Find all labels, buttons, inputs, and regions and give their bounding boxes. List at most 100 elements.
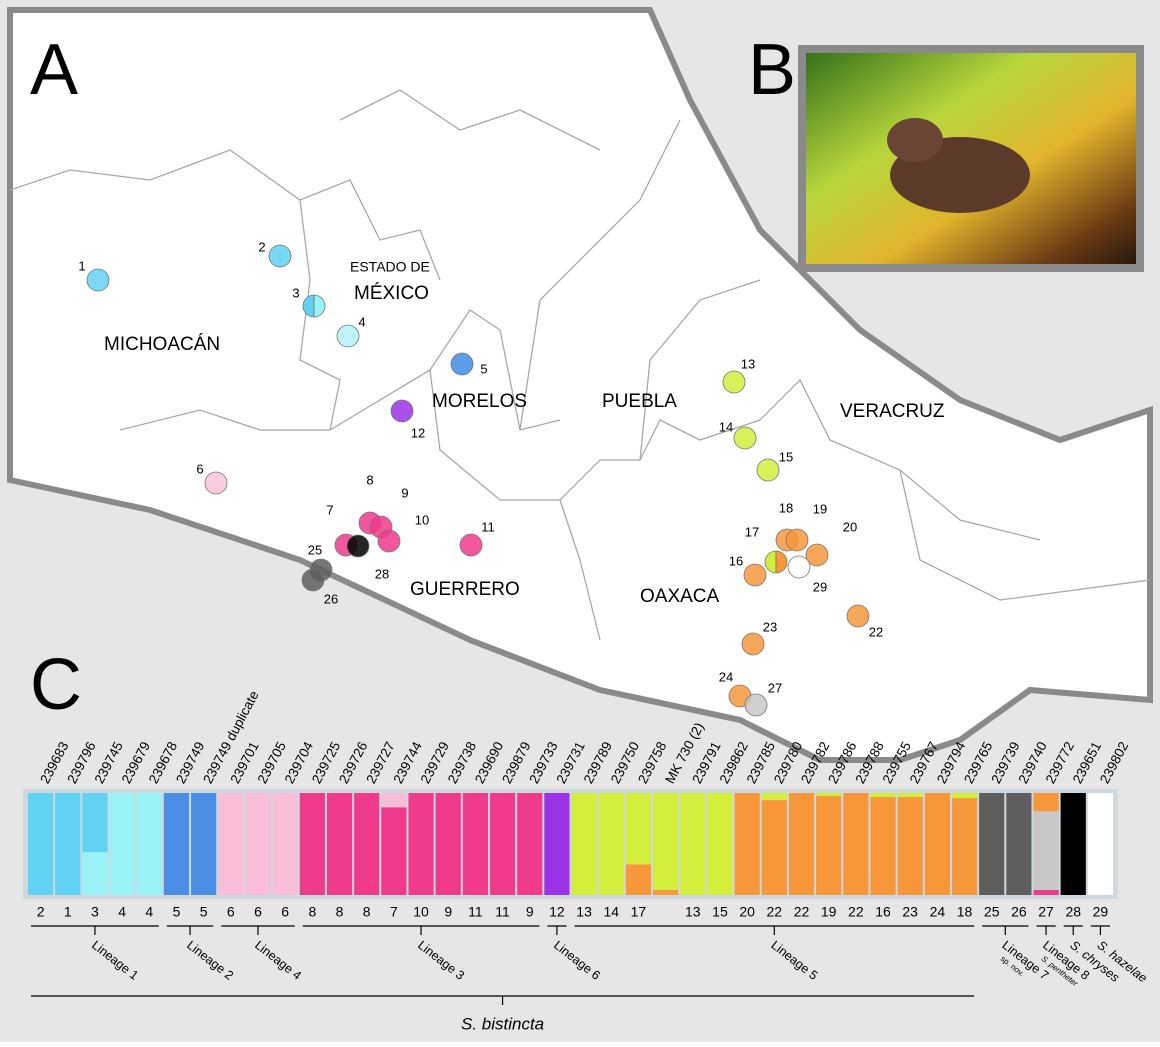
region-label: MICHOACÁN	[104, 334, 220, 355]
ancestry-segment	[110, 793, 135, 895]
site-number: 10	[413, 904, 429, 920]
figure: A B C MICHOACÁN ESTADO DE MÉXICO MORELOS…	[0, 0, 1160, 1042]
site-label: 9	[401, 485, 408, 500]
ancestry-segment	[164, 793, 189, 895]
ancestry-segment	[870, 797, 895, 895]
ancestry-segment	[82, 852, 107, 895]
ancestry-segment	[898, 793, 923, 797]
site-number: 13	[576, 904, 592, 920]
species-label: S. bistincta	[461, 1014, 544, 1033]
site-number: 9	[444, 904, 452, 920]
ancestry-segment	[381, 807, 406, 895]
ancestry-segment	[816, 793, 841, 796]
ancestry-segment	[1061, 793, 1086, 895]
site-number: 2	[37, 904, 45, 920]
ancestry-segment	[762, 793, 787, 800]
site-label: 23	[763, 619, 777, 634]
ancestry-segment	[843, 793, 868, 895]
site-marker	[205, 472, 227, 494]
site-number: 12	[549, 904, 565, 920]
ancestry-segment	[1088, 793, 1113, 895]
site-number: 19	[821, 904, 837, 920]
site-number: 4	[145, 904, 153, 920]
site-number: 5	[200, 904, 208, 920]
ancestry-segment	[952, 798, 977, 895]
site-marker	[723, 371, 745, 393]
site-marker	[391, 400, 413, 422]
panel-label: C	[30, 645, 82, 725]
site-number: 26	[1011, 904, 1027, 920]
site-label: 4	[358, 314, 365, 329]
site-label: 16	[729, 553, 743, 568]
site-marker	[451, 353, 473, 375]
ancestry-segment	[463, 793, 488, 895]
region-label: MORELOS	[432, 391, 527, 412]
site-marker	[847, 605, 869, 627]
ancestry-segment	[1033, 811, 1058, 890]
ancestry-segment	[544, 793, 569, 895]
site-label: 17	[745, 524, 759, 539]
site-marker	[378, 530, 400, 552]
site-marker	[788, 556, 810, 578]
site-number: 4	[118, 904, 126, 920]
ancestry-segment	[707, 793, 732, 895]
site-marker	[87, 269, 109, 291]
site-number: 20	[739, 904, 755, 920]
site-number: 22	[767, 904, 783, 920]
ancestry-segment	[680, 793, 705, 895]
ancestry-segment	[490, 793, 515, 895]
site-number: 8	[308, 904, 316, 920]
ancestry-segment	[436, 793, 461, 895]
ancestry-segment	[762, 800, 787, 895]
site-label: 8	[366, 472, 373, 487]
region-label: OAXACA	[640, 586, 720, 607]
site-number: 5	[173, 904, 181, 920]
site-marker	[786, 529, 808, 551]
site-number: 23	[902, 904, 918, 920]
ancestry-segment	[1006, 793, 1031, 895]
site-label: 2	[258, 239, 265, 254]
site-number: 22	[848, 904, 864, 920]
site-marker	[302, 569, 324, 591]
ancestry-segment	[191, 793, 216, 895]
ancestry-segment	[653, 793, 678, 890]
ancestry-segment	[898, 797, 923, 895]
ancestry-segment	[735, 793, 760, 895]
panel-label: A	[30, 30, 78, 110]
site-label: 1	[78, 258, 85, 273]
ancestry-segment	[28, 793, 53, 895]
site-number: 8	[363, 904, 371, 920]
frog-head	[887, 118, 943, 162]
ancestry-segment	[55, 793, 80, 895]
site-marker	[757, 459, 779, 481]
site-label: 7	[326, 502, 333, 517]
ancestry-segment	[245, 793, 270, 895]
site-number: 7	[390, 904, 398, 920]
ancestry-segment	[626, 793, 651, 864]
ancestry-segment	[572, 793, 597, 895]
site-marker	[745, 694, 767, 716]
panel-label: B	[748, 30, 796, 110]
site-number: 11	[495, 904, 510, 920]
ancestry-segment	[354, 793, 379, 895]
ancestry-segment	[925, 793, 950, 895]
ancestry-segment	[327, 793, 352, 895]
site-marker	[337, 325, 359, 347]
ancestry-segment	[1033, 890, 1058, 895]
site-number: 17	[631, 904, 647, 920]
ancestry-segment	[300, 793, 325, 895]
site-marker	[460, 534, 482, 556]
site-label: 5	[480, 361, 487, 376]
site-number: 29	[1093, 904, 1109, 920]
ancestry-segment	[218, 793, 243, 895]
site-number: 14	[603, 904, 619, 920]
site-number: 18	[957, 904, 973, 920]
ancestry-segment	[1033, 793, 1058, 811]
site-label: 12	[411, 425, 425, 440]
ancestry-segment	[381, 793, 406, 807]
ancestry-segment	[273, 793, 298, 895]
site-label: 28	[375, 566, 389, 581]
site-label: 18	[779, 500, 793, 515]
site-number: 16	[875, 904, 891, 920]
site-number: 22	[794, 904, 810, 920]
